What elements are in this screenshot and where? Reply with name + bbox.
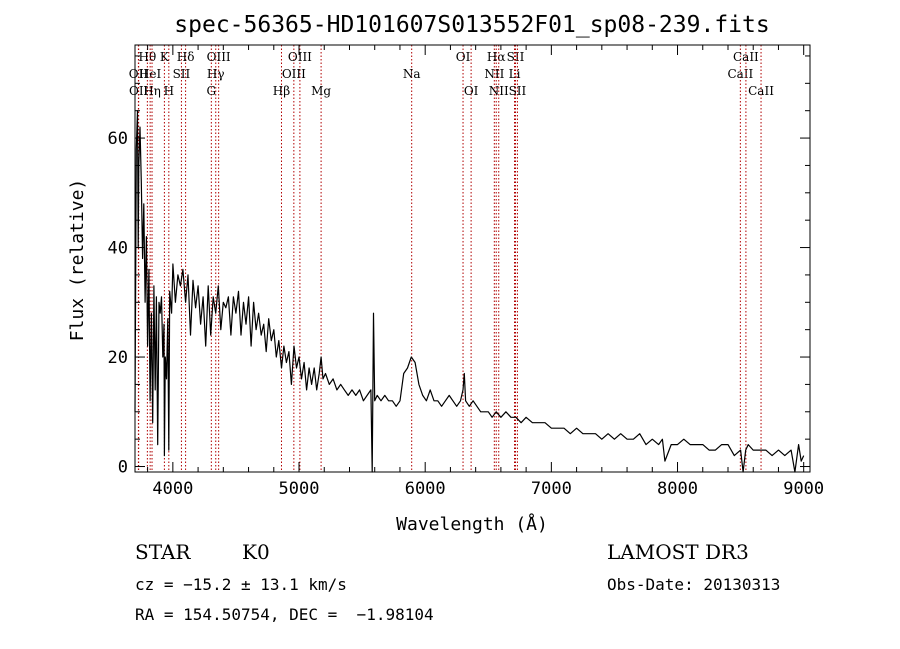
line-label: OI xyxy=(456,50,471,64)
y-tick-label: 20 xyxy=(108,348,128,368)
x-tick-label: 8000 xyxy=(657,479,698,499)
line-label: Hη xyxy=(143,84,161,98)
y-tick-label: 60 xyxy=(108,129,128,149)
line-label: Hδ xyxy=(177,50,195,64)
line-label: OI xyxy=(464,84,479,98)
object-class: STAR xyxy=(135,540,191,564)
line-label: Na xyxy=(403,67,421,81)
y-axis-label: Flux (relative) xyxy=(67,179,88,342)
axes: 4000 5000 6000 7000 8000 9000 0 20 40 60 xyxy=(108,44,824,499)
line-label: K xyxy=(160,50,170,64)
observation-date: Obs-Date: 20130313 xyxy=(607,575,781,594)
plot-area xyxy=(134,110,805,473)
line-label: SII xyxy=(507,50,525,64)
x-tick-label: 7000 xyxy=(531,479,572,499)
line-label: Hβ xyxy=(273,84,290,98)
line-label: Hα xyxy=(487,50,506,64)
line-label: NII xyxy=(489,84,509,98)
chart-title: spec-56365-HD101607S013552F01_sp08-239.f… xyxy=(174,12,769,38)
plot-frame xyxy=(134,44,811,473)
line-label: OIII xyxy=(282,67,306,81)
redshift-text: cz = −15.2 ± 13.1 km/s xyxy=(135,575,347,594)
line-label: Hγ xyxy=(207,67,225,81)
line-label: SII xyxy=(173,67,191,81)
x-tick-label: 5000 xyxy=(279,479,320,499)
line-label: OIII xyxy=(288,50,312,64)
line-label: CaII xyxy=(733,50,759,64)
x-axis-label: Wavelength (Å) xyxy=(396,513,548,535)
y-tick-label: 0 xyxy=(118,458,128,478)
line-label: NII xyxy=(484,67,504,81)
x-tick-label: 9000 xyxy=(783,479,824,499)
y-tick-label: 40 xyxy=(108,239,128,259)
coordinates-text: RA = 154.50754, DEC = −1.98104 xyxy=(135,605,434,624)
line-label: SII xyxy=(509,84,527,98)
line-label: H xyxy=(164,84,174,98)
x-tick-label: 6000 xyxy=(405,479,446,499)
line-label: OII xyxy=(129,84,149,98)
line-label: Hθ xyxy=(139,50,157,64)
survey-name: LAMOST DR3 xyxy=(607,540,749,564)
line-label: G xyxy=(207,84,217,98)
line-label: OIII xyxy=(207,50,231,64)
line-label: CaII xyxy=(727,67,753,81)
object-subclass: K0 xyxy=(242,540,270,564)
x-tick-label: 4000 xyxy=(152,479,193,499)
line-label: Mg xyxy=(311,84,331,98)
spectrum-line xyxy=(134,110,805,473)
line-label: Li xyxy=(509,67,521,81)
line-label: HeI xyxy=(139,67,162,81)
line-label: CaII xyxy=(748,84,774,98)
